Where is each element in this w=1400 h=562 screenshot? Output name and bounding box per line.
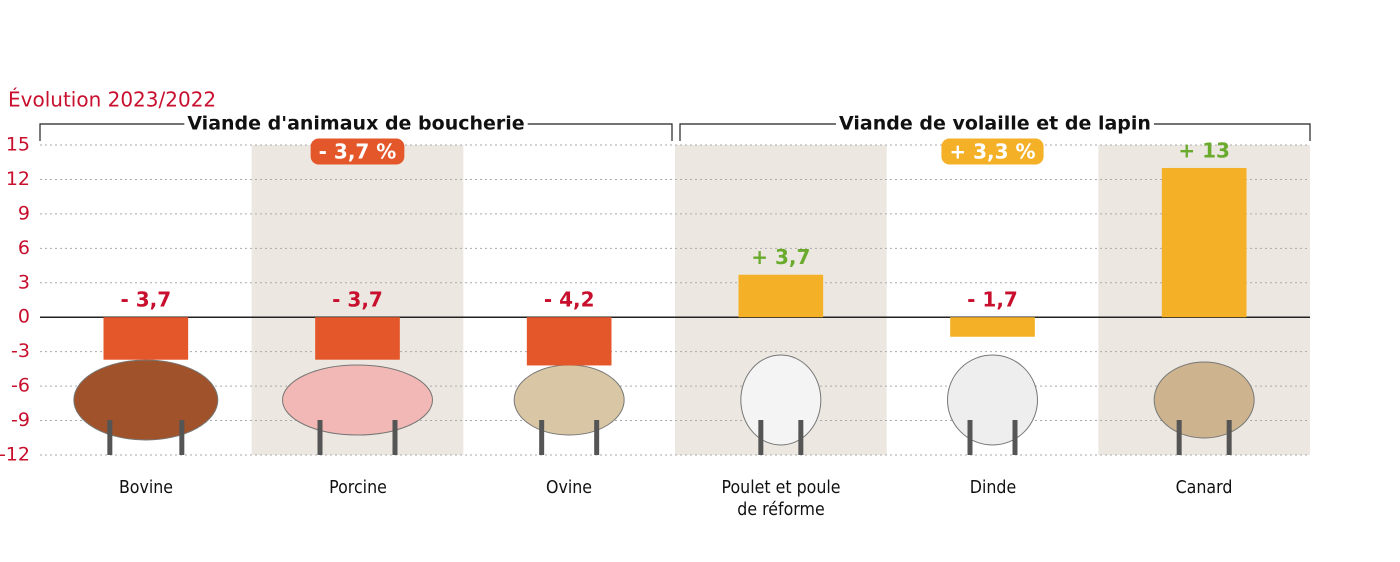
bar <box>103 317 189 360</box>
x-tick-label: Poulet et poule de réforme <box>721 477 841 520</box>
y-tick-label: 3 <box>18 271 30 293</box>
animal-body <box>1153 361 1255 439</box>
group-summary: - 3,7 % <box>319 140 397 164</box>
value-label: - 3,7 <box>120 288 171 312</box>
animal-body <box>947 354 1038 446</box>
bar <box>526 317 612 366</box>
summary-badge <box>310 138 405 165</box>
animal-illustration <box>1153 361 1255 455</box>
y-tick-label: -3 <box>11 340 30 362</box>
bar <box>1161 167 1247 318</box>
x-tick-label: Canard <box>1175 477 1233 498</box>
x-tick-label: Ovine <box>546 477 593 498</box>
y-tick-label: 12 <box>6 168 30 190</box>
animal-body <box>73 359 219 441</box>
animal-illustration <box>947 354 1038 455</box>
value-label: + 13 <box>1178 138 1230 162</box>
x-tick-label: Dinde <box>969 477 1016 498</box>
group-summary: + 3,3 % <box>949 140 1035 164</box>
x-tick-label: Bovine <box>118 477 173 498</box>
animal-illustration <box>73 359 219 455</box>
y-tick-label: 9 <box>18 202 30 224</box>
animal-illustration <box>740 354 822 455</box>
value-label: + 3,7 <box>751 245 810 269</box>
bar <box>315 317 400 360</box>
y-tick-label: 15 <box>6 134 30 156</box>
animal-illustration <box>282 364 433 455</box>
bar <box>950 317 1035 337</box>
y-tick-label: -12 <box>0 444 30 466</box>
animal-body <box>513 364 625 436</box>
value-label: - 1,7 <box>967 288 1018 312</box>
axis-label: Évolution 2023/2022 <box>8 88 216 112</box>
group-label-bg <box>836 112 1154 135</box>
summary-badge <box>941 138 1044 165</box>
y-tick-label: 0 <box>18 306 30 328</box>
y-tick-label: 6 <box>18 237 30 259</box>
group-label-bg <box>184 112 528 135</box>
group-label: Viande de volaille et de lapin <box>839 113 1151 135</box>
bar <box>738 274 824 318</box>
value-label: - 3,7 <box>332 288 383 312</box>
animal-body <box>282 364 433 436</box>
animal-body <box>740 354 822 446</box>
x-tick-label: Porcine <box>328 477 387 498</box>
group-label: Viande d'animaux de boucherie <box>187 113 524 135</box>
y-tick-label: -6 <box>11 375 30 397</box>
value-label: - 4,2 <box>544 288 595 312</box>
y-tick-label: -9 <box>11 409 30 431</box>
animal-illustration <box>513 364 625 455</box>
